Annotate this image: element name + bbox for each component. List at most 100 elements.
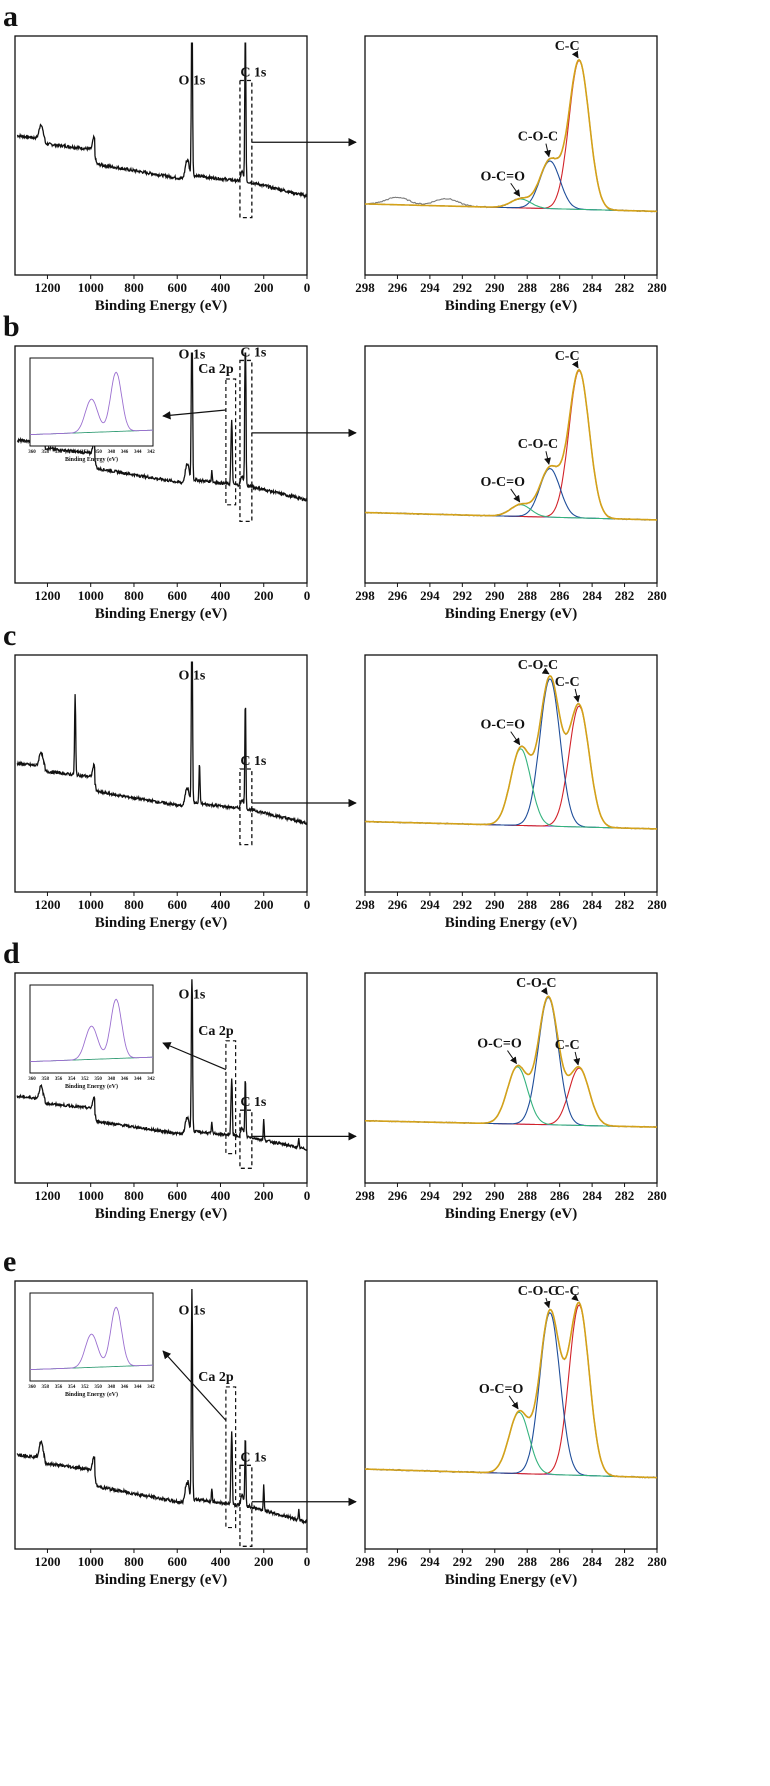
survey-tick-label: 400	[211, 280, 231, 295]
survey-peak-label: C 1s	[240, 754, 267, 769]
c1s-label-arrow	[544, 143, 551, 158]
survey-tick-label: 200	[254, 897, 274, 912]
c1s-tick-label: 280	[647, 1554, 667, 1569]
c1s-tick-label: 288	[517, 1554, 537, 1569]
c1s-xlabel: Binding Energy (eV)	[445, 1206, 578, 1222]
c1s-component-label: C-O-C	[516, 976, 556, 991]
c1s-tick-label: 286	[550, 897, 570, 912]
c1s-highlight-box	[239, 1464, 253, 1547]
inset-tick-label: 356	[55, 1077, 63, 1082]
inset-tick-label: 346	[121, 450, 129, 455]
inset-tick-label: 346	[121, 1385, 129, 1390]
survey-tick-label: 200	[254, 1554, 274, 1569]
c1s-tick-label: 286	[550, 588, 570, 603]
survey-xlabel: Binding Energy (eV)	[95, 1206, 228, 1222]
c1s-tick-label: 280	[647, 1188, 667, 1203]
inset-tick-label: 344	[134, 1385, 142, 1390]
survey-xlabel: Binding Energy (eV)	[95, 298, 228, 314]
c1s-xlabel: Binding Energy (eV)	[445, 915, 578, 931]
survey-tick-label: 600	[167, 1554, 187, 1569]
c1s-tick-label: 296	[388, 1188, 408, 1203]
c1s-frame-e	[364, 1280, 658, 1550]
inset-tick-label: 354	[68, 450, 76, 455]
c1s-component-label: C-O-C	[518, 1284, 558, 1299]
c1s-label-arrow	[544, 451, 551, 465]
survey-peak-label: C 1s	[240, 1095, 267, 1110]
inset-tick-label: 346	[121, 1077, 129, 1082]
survey-tick-label: 400	[211, 1188, 231, 1203]
inset-tick-label: 356	[55, 1385, 63, 1390]
ca2p-highlight-box	[225, 378, 237, 506]
inset-tick-label: 350	[94, 450, 102, 455]
c1s-component-o-c-o	[364, 748, 657, 830]
c1s-frame-d	[364, 972, 658, 1184]
c1s-envelope	[364, 58, 658, 213]
c1s-component-label: O-C=O	[480, 169, 525, 184]
c1s-component-c-c	[364, 369, 657, 521]
survey-tick-label: 0	[304, 588, 311, 603]
c1s-raw-data	[364, 368, 658, 521]
c1s-tick-label: 294	[420, 897, 440, 912]
inset-xlabel: Binding Energy (eV)	[65, 456, 118, 463]
inset-tick-label: 350	[94, 1385, 102, 1390]
survey-peak-label: Ca 2p	[198, 1370, 234, 1385]
inset-ca2p-spectrum	[30, 998, 153, 1063]
c1s-tick-label: 292	[453, 588, 473, 603]
survey-frame-e	[14, 1280, 308, 1550]
c1s-component-label: C-C	[555, 1038, 580, 1053]
c1s-tick-label: 280	[647, 280, 667, 295]
survey-peak-label: O 1s	[179, 668, 206, 683]
c1s-component-label: C-C	[555, 349, 580, 364]
c1s-tick-label: 284	[582, 588, 602, 603]
inset-tick-label: 348	[108, 1385, 116, 1390]
survey-tick-label: 400	[211, 1554, 231, 1569]
survey-tick-label: 1200	[34, 588, 60, 603]
survey-tick-label: 200	[254, 1188, 274, 1203]
inset-tick-label: 354	[68, 1077, 76, 1082]
survey-tick-label: 800	[124, 280, 144, 295]
c1s-label-arrow	[541, 667, 550, 675]
survey-tick-label: 1200	[34, 897, 60, 912]
inset-tick-label: 342	[147, 450, 155, 455]
c1s-xlabel: Binding Energy (eV)	[445, 606, 578, 622]
survey-spectrum-b	[16, 352, 308, 502]
c1s-tick-label: 294	[420, 1188, 440, 1203]
survey-tick-label: 1000	[78, 280, 104, 295]
c1s-tick-label: 296	[388, 280, 408, 295]
c1s-xlabel: Binding Energy (eV)	[445, 1572, 578, 1588]
inset-xlabel: Binding Energy (eV)	[65, 1083, 118, 1090]
c1s-tick-label: 290	[485, 280, 505, 295]
inset-tick-label: 358	[41, 450, 49, 455]
c1s-component-c-o-c	[365, 996, 657, 1128]
survey-xlabel: Binding Energy (eV)	[95, 915, 228, 931]
c1s-component-label: C-O-C	[518, 130, 558, 145]
survey-tick-label: 400	[211, 897, 231, 912]
c1s-tick-label: 296	[388, 1554, 408, 1569]
survey-spectrum-e	[16, 1288, 308, 1525]
c1s-component-label: C-O-C	[518, 437, 558, 452]
c1s-component-label: C-C	[555, 39, 580, 54]
survey-tick-label: 0	[304, 1554, 311, 1569]
c1s-tick-label: 286	[550, 1188, 570, 1203]
inset-tick-label: 342	[147, 1385, 155, 1390]
c1s-component-label: C-C	[555, 1284, 580, 1299]
survey-spectrum-d	[16, 979, 308, 1152]
c1s-tick-label: 298	[355, 1188, 375, 1203]
c1s-tick-label: 292	[453, 1554, 473, 1569]
c1s-tick-label: 290	[485, 588, 505, 603]
c1s-tick-label: 284	[582, 1554, 602, 1569]
survey-tick-label: 0	[304, 280, 311, 295]
inset-arrow	[162, 409, 226, 420]
c1s-tick-label: 280	[647, 588, 667, 603]
c1s-tick-label: 282	[615, 588, 635, 603]
c1s-tick-label: 290	[485, 1554, 505, 1569]
c1s-raw-data	[365, 59, 658, 213]
survey-tick-label: 1200	[34, 1188, 60, 1203]
ca2p-highlight-box	[225, 1386, 237, 1529]
panel-label-e: e	[3, 1245, 16, 1278]
c1s-tick-label: 298	[355, 280, 375, 295]
c1s-tick-label: 298	[355, 897, 375, 912]
inset-tick-label: 348	[108, 1077, 116, 1082]
survey-frame-a	[14, 35, 308, 276]
